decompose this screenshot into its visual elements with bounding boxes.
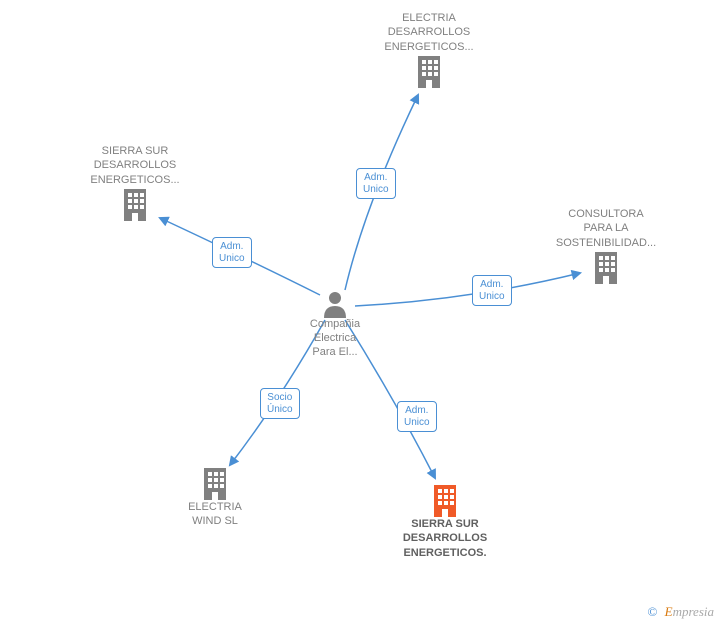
edge-label: Adm.Unico (356, 168, 396, 199)
node-label: SIERRA SUR DESARROLLOS ENERGETICOS... (75, 144, 195, 187)
company-node[interactable]: ELECTRIA WIND SL (155, 466, 275, 529)
node-label: SIERRA SUR DESARROLLOS ENERGETICOS. (385, 517, 505, 560)
edge-label: Adm.Unico (397, 401, 437, 432)
building-icon (155, 466, 275, 500)
network-diagram: ELECTRIA DESARROLLOS ENERGETICOS... SIER… (0, 0, 728, 630)
edge-label: Adm.Unico (212, 237, 252, 268)
node-label: ELECTRIA WIND SL (155, 500, 275, 529)
person-icon (290, 290, 380, 318)
edge-label: Adm.Unico (472, 275, 512, 306)
edge (345, 95, 418, 290)
node-label: CONSULTORA PARA LA SOSTENIBILIDAD... (546, 207, 666, 250)
company-node[interactable]: ELECTRIA DESARROLLOS ENERGETICOS... (369, 11, 489, 88)
node-label: ELECTRIA DESARROLLOS ENERGETICOS... (369, 11, 489, 54)
center-node[interactable]: CompañiaElectricaPara El... (290, 290, 380, 359)
footer-branding: © Empresia (648, 604, 715, 620)
building-icon (75, 187, 195, 221)
company-node[interactable]: CONSULTORA PARA LA SOSTENIBILIDAD... (546, 207, 666, 284)
center-label: CompañiaElectricaPara El... (290, 318, 380, 359)
building-icon (546, 250, 666, 284)
building-icon (385, 483, 505, 517)
company-node[interactable]: SIERRA SUR DESARROLLOS ENERGETICOS. (385, 483, 505, 560)
brand-initial: E (665, 604, 673, 619)
edge (160, 218, 320, 295)
copyright-symbol: © (648, 604, 658, 619)
building-icon (369, 54, 489, 88)
brand-rest: mpresia (673, 604, 714, 619)
edge-label: SocioÚnico (260, 388, 300, 419)
company-node[interactable]: SIERRA SUR DESARROLLOS ENERGETICOS... (75, 144, 195, 221)
